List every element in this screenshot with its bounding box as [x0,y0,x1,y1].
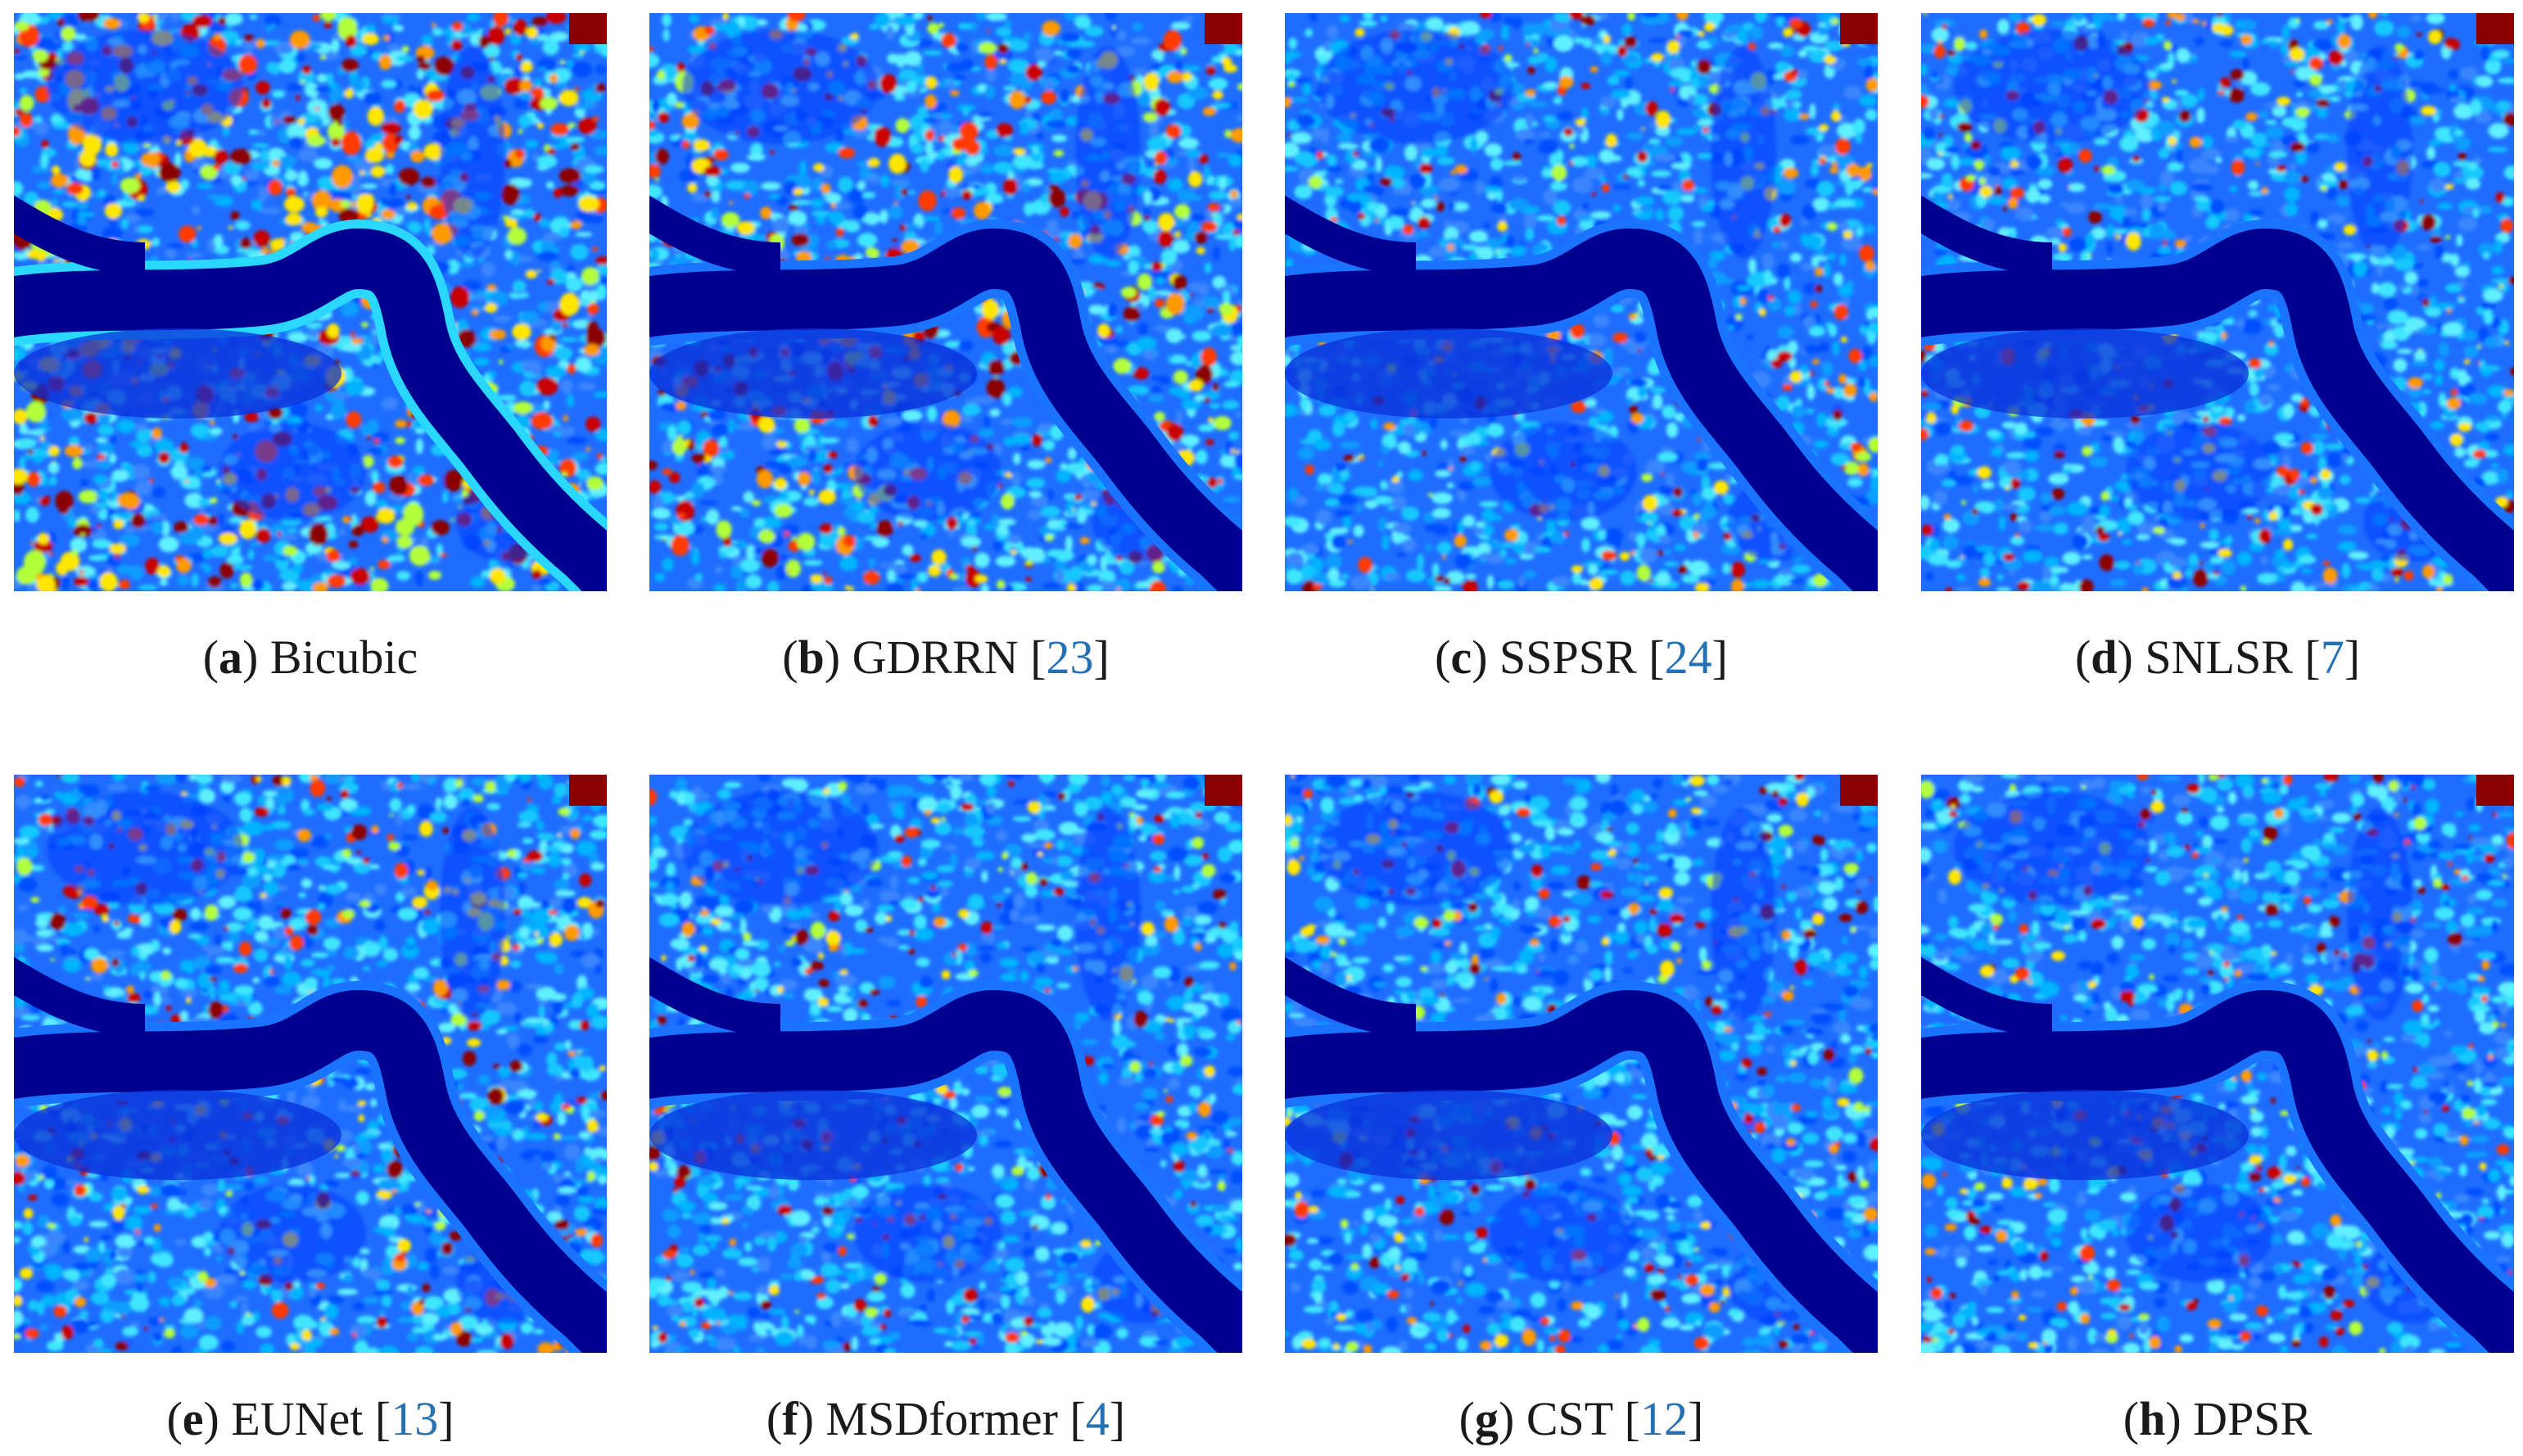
panel-letter: e [182,1392,204,1445]
panel-caption: (c) SSPSR [24] [1435,631,1728,684]
method-name: SSPSR [1499,631,1637,684]
panel-letter: f [782,1392,798,1445]
citation-link[interactable]: 12 [1639,1392,1688,1445]
citation-link[interactable]: 13 [391,1392,439,1445]
error-heatmap-image [1921,775,2514,1353]
error-heatmap-image [14,13,607,591]
heatmap-svg [1285,13,1878,591]
panel-caption: (g) CST [12] [1458,1392,1704,1445]
panel-caption: (d) SNLSR [7] [2074,631,2361,684]
method-name: SNLSR [2145,631,2293,684]
panel-letter: d [2091,631,2118,684]
heatmap-svg [1285,775,1878,1353]
error-heatmap-image [649,775,1242,1353]
panel-letter: c [1450,631,1472,684]
method-name: EUNet [231,1392,364,1445]
method-name: CST [1526,1392,1613,1445]
heatmap-svg [649,775,1242,1353]
method-name: Bicubic [269,631,418,684]
citation-link[interactable]: 7 [2320,631,2344,684]
error-heatmap-image [649,13,1242,591]
citation-link[interactable]: 24 [1664,631,1712,684]
panel-caption: (h) DPSR [2123,1392,2313,1445]
heatmap-svg [649,13,1242,591]
error-heatmap-image [14,775,607,1353]
panel-caption: (a) Bicubic [202,631,418,684]
method-name: DPSR [2193,1392,2313,1445]
method-name: GDRRN [852,631,1019,684]
panel-caption: (e) EUNet [13] [166,1392,454,1445]
panel-letter: a [219,631,243,684]
citation-link[interactable]: 23 [1046,631,1094,684]
heatmap-svg [14,13,607,591]
panel-letter: b [798,631,825,684]
method-name: MSDformer [825,1392,1058,1445]
heatmap-svg [1921,775,2514,1353]
panel-caption: (b) GDRRN [23] [782,631,1110,684]
panel-letter: g [1475,1392,1499,1445]
panel-caption: (f) MSDformer [4] [766,1392,1126,1445]
heatmap-svg [14,775,607,1353]
error-heatmap-image [1285,13,1878,591]
heatmap-svg [1921,13,2514,591]
citation-link[interactable]: 4 [1085,1392,1110,1445]
error-heatmap-image [1285,775,1878,1353]
panel-letter: h [2139,1392,2166,1445]
error-heatmap-image [1921,13,2514,591]
